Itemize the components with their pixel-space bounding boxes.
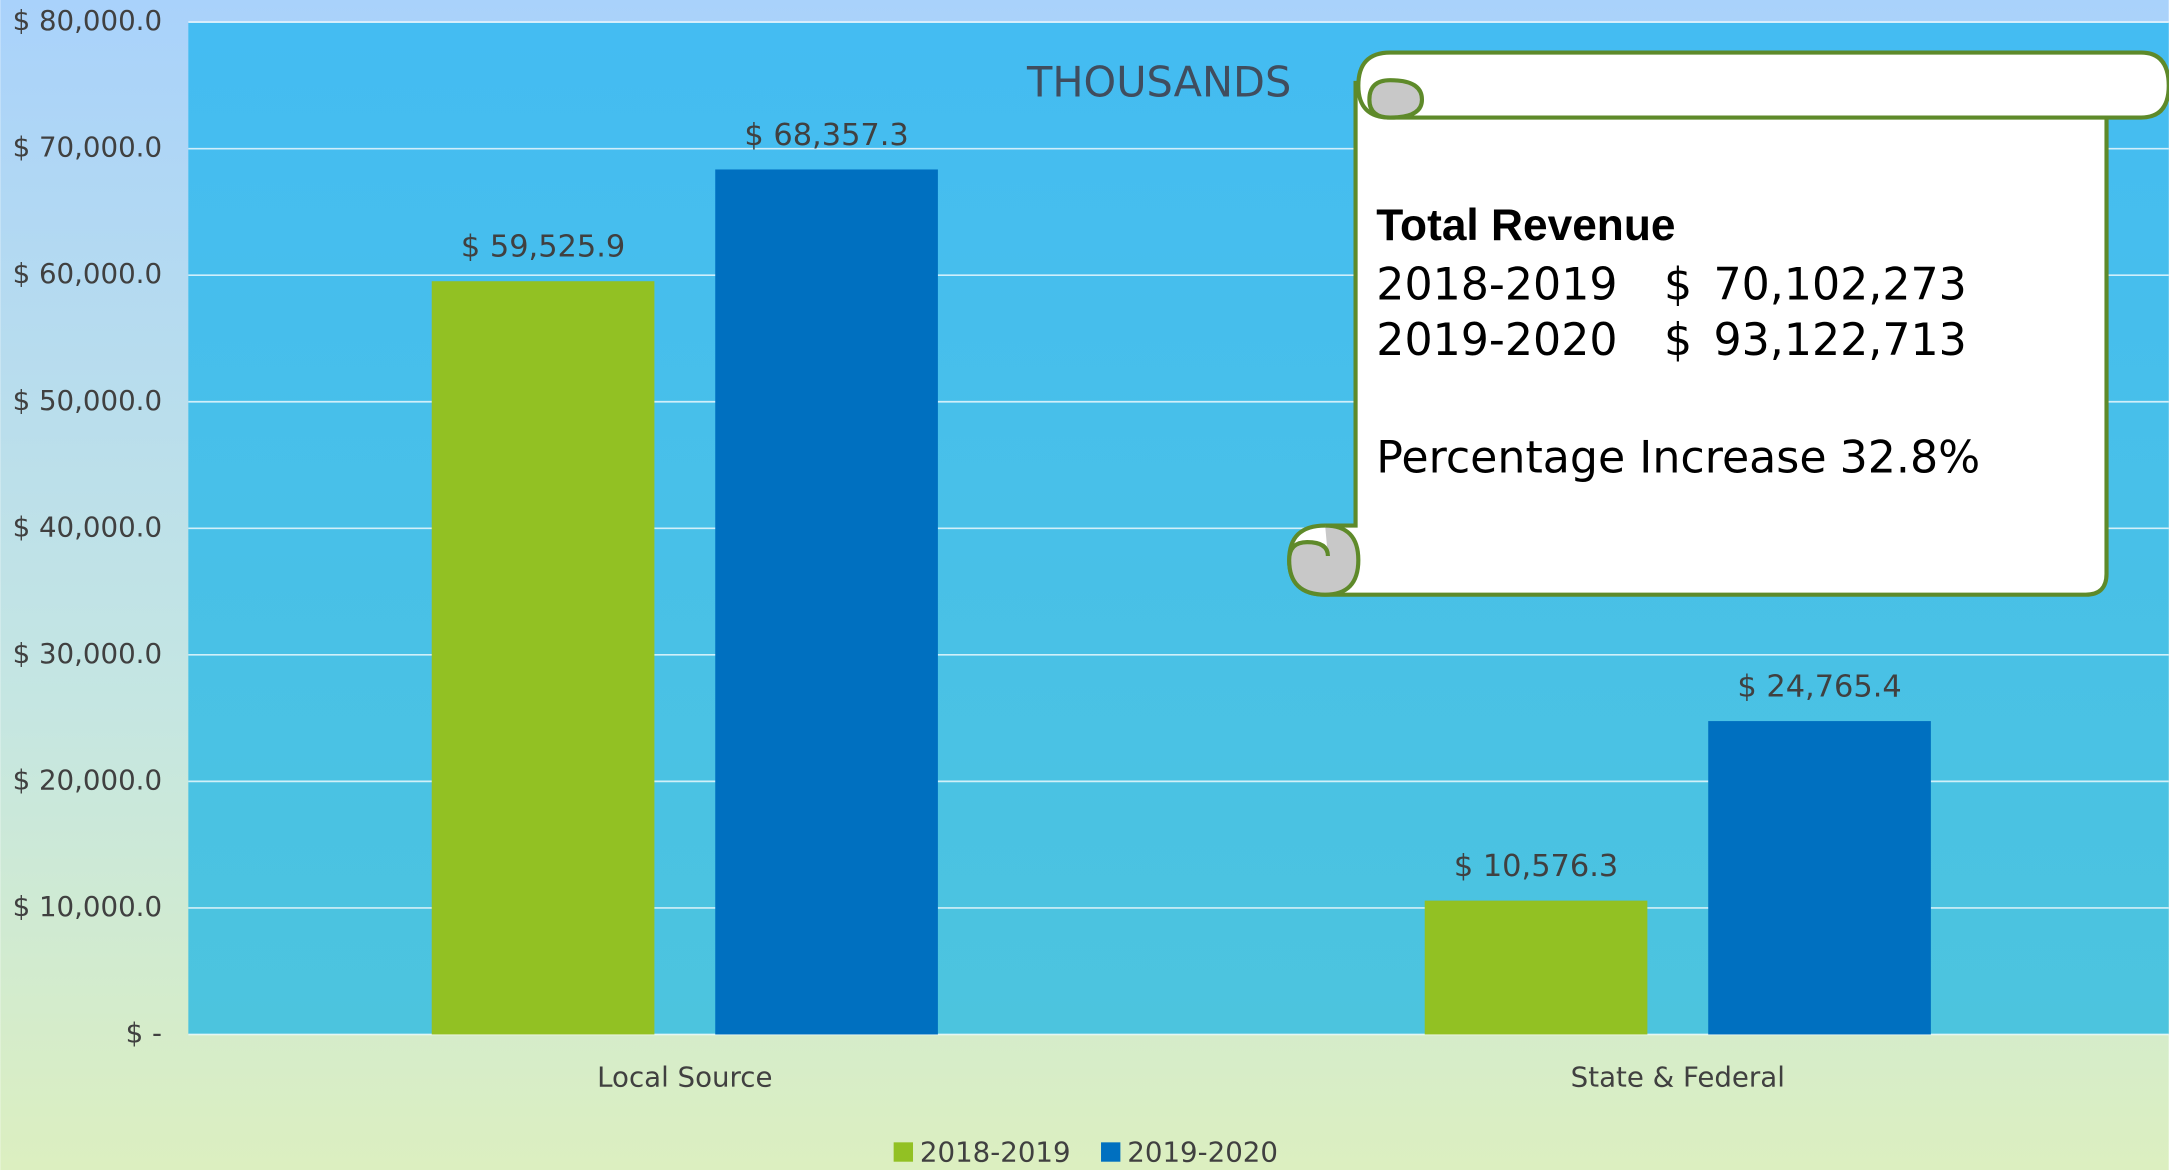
bar xyxy=(715,169,938,1035)
y-tick-label: $ 70,000.0 xyxy=(13,131,162,164)
chart-title: THOUSANDS xyxy=(1026,58,1291,107)
y-tick-label: $ 20,000.0 xyxy=(13,763,162,796)
annotation-text: $ xyxy=(1664,260,1692,311)
y-tick-label: $ 30,000.0 xyxy=(13,637,162,670)
y-tick-label: $ 10,000.0 xyxy=(13,890,162,923)
x-tick-label: Local Source xyxy=(597,1061,772,1094)
bar xyxy=(1708,721,1931,1035)
y-tick-label: $ 80,000.0 xyxy=(13,4,162,37)
y-tick-label: $ 60,000.0 xyxy=(13,257,162,290)
annotation-heading: Total Revenue xyxy=(1376,201,1675,250)
bar xyxy=(431,281,655,1035)
x-tick-label: State & Federal xyxy=(1571,1061,1785,1094)
y-tick-label: $ 40,000.0 xyxy=(13,510,162,543)
legend-swatch xyxy=(1101,1142,1121,1162)
value-label: $ 59,525.9 xyxy=(461,230,625,265)
y-tick-label: $ 50,000.0 xyxy=(13,384,162,417)
y-tick-label: $ - xyxy=(126,1016,162,1049)
value-label: $ 24,765.4 xyxy=(1737,669,1901,704)
scroll-annotation: Total Revenue 2018-2019 $ 70,102,273 201… xyxy=(1287,50,2169,597)
annotation-text: $ xyxy=(1664,315,1692,366)
legend-label: 2018-2019 xyxy=(920,1135,1071,1168)
value-label: $ 10,576.3 xyxy=(1454,849,1618,884)
legend-label: 2019-2020 xyxy=(1127,1135,1278,1168)
annotation-text: 93,122,713 xyxy=(1713,315,1966,366)
annotation-text: 2019-2020 xyxy=(1376,315,1617,366)
annotation-text: 70,102,273 xyxy=(1713,260,1966,311)
annotation-text: Percentage Increase xyxy=(1376,433,1826,484)
bar xyxy=(1424,900,1648,1035)
legend-swatch xyxy=(893,1142,914,1162)
annotation-text: 32.8% xyxy=(1840,433,1981,484)
annotation-text: 2018-2019 xyxy=(1376,260,1617,311)
value-label: $ 68,357.3 xyxy=(744,118,908,153)
